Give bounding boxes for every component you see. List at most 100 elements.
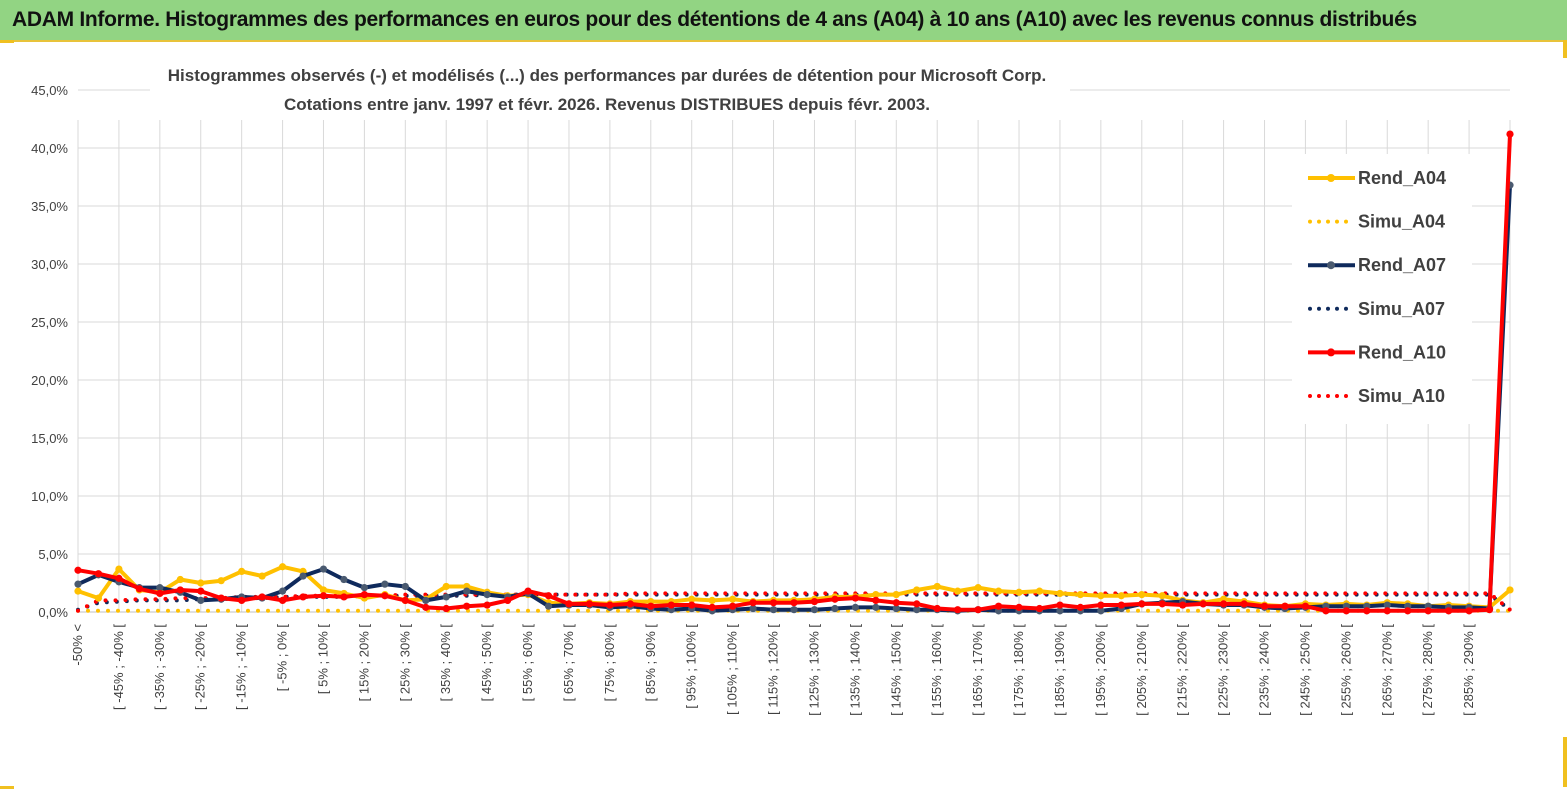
title-background xyxy=(150,56,1070,120)
series-point-rend-a10 xyxy=(94,570,103,578)
corner-mark-top-right xyxy=(1563,40,1567,58)
series-point-rend-a07 xyxy=(442,593,450,601)
series-point-rend-a10 xyxy=(729,602,737,610)
series-point-rend-a10 xyxy=(135,585,143,593)
series-point-rend-a10 xyxy=(504,596,512,605)
series-point-rend-a07 xyxy=(1097,607,1105,615)
series-point-rend-a07 xyxy=(319,565,328,573)
grid-lines xyxy=(77,89,1511,613)
x-tick-label: [ 235% ; 240% [ xyxy=(1257,624,1272,716)
series-point-rend-a10 xyxy=(1424,607,1432,615)
y-tick-label: 45,0% xyxy=(31,83,68,98)
legend-label-rend-a10: Rend_A10 xyxy=(1358,342,1446,362)
x-tick-label: [ -45% ; -40% [ xyxy=(111,624,126,710)
series-point-rend-a10 xyxy=(749,599,757,607)
series-point-rend-a10 xyxy=(790,599,798,607)
series-point-rend-a07 xyxy=(1383,601,1391,609)
series-point-rend-a10 xyxy=(197,587,205,595)
series-point-rend-a10 xyxy=(258,593,266,601)
series-point-rend-a10 xyxy=(442,604,450,613)
series-point-rend-a10 xyxy=(1383,607,1391,615)
x-tick-label: [ 175% ; 180% [ xyxy=(1011,624,1026,716)
series-point-rend-a04 xyxy=(1056,589,1064,598)
series-point-rend-a10 xyxy=(381,592,389,600)
x-tick-label: [ 15% ; 20% [ xyxy=(356,624,371,702)
x-tick-label: [ 225% ; 230% [ xyxy=(1216,624,1231,716)
series-point-rend-a07 xyxy=(197,596,205,605)
series-point-rend-a04 xyxy=(176,575,184,584)
series-point-rend-a10 xyxy=(565,600,573,608)
series-point-rend-a04 xyxy=(729,595,737,603)
x-tick-label: [ -15% ; -10% [ xyxy=(234,624,249,710)
series-point-rend-a04 xyxy=(278,563,287,571)
x-tick-label: [ 45% ; 50% [ xyxy=(479,624,494,702)
x-tick-label: [ 25% ; 30% [ xyxy=(397,624,412,702)
performance-histogram-chart: 0,0% 5,0% 10,0% 15,0% 20,0% 25,0% 30,0% 35,0% 40… xyxy=(31,56,1514,716)
series-point-rend-a04 xyxy=(1097,592,1105,600)
series-point-rend-a10 xyxy=(688,601,696,609)
series-point-rend-a07 xyxy=(1056,607,1064,615)
series-point-rend-a10 xyxy=(217,594,225,602)
legend-label-rend-a04: Rend_A04 xyxy=(1358,168,1446,188)
series-point-rend-a04 xyxy=(115,565,123,573)
series-point-rend-a07 xyxy=(340,575,348,584)
series-point-rend-a10 xyxy=(1179,601,1187,609)
series-point-rend-a10 xyxy=(1301,602,1310,610)
series-point-rend-a10 xyxy=(1015,603,1023,611)
series-point-rend-a07 xyxy=(913,606,921,614)
x-tick-label: [ 275% ; 280% [ xyxy=(1420,624,1435,716)
x-tick-label: [ 75% ; 80% [ xyxy=(602,624,617,702)
series-point-rend-a04 xyxy=(688,595,696,603)
x-tick-label: [ 185% ; 190% [ xyxy=(1052,624,1067,716)
legend: Rend_A04 Simu_A04 Rend_A07 Simu_A07 Rend_A10… xyxy=(1292,154,1472,424)
report-banner: ADAM Informe. Histogrammes des performan… xyxy=(0,0,1567,42)
series-point-rend-a04 xyxy=(442,582,450,591)
series-point-rend-a07 xyxy=(831,604,839,613)
series-point-rend-a04 xyxy=(1117,592,1125,600)
series-point-rend-a10 xyxy=(1199,600,1207,608)
series-point-rend-a10 xyxy=(1281,602,1289,610)
x-tick-label: [ 135% ; 140% [ xyxy=(847,624,862,716)
series-point-rend-a10 xyxy=(1322,607,1330,615)
series-point-rend-a10 xyxy=(299,593,307,601)
y-tick-label: 10,0% xyxy=(31,489,68,504)
x-tick-label: [ 205% ; 210% [ xyxy=(1134,624,1149,716)
series-point-rend-a10 xyxy=(872,596,880,605)
y-tick-label: 40,0% xyxy=(31,141,68,156)
series-point-rend-a07 xyxy=(463,587,471,595)
series-point-rend-a04 xyxy=(238,567,246,576)
x-axis: -50% < [ -45% ; -40% [[ -35% ; -30% [[ -2… xyxy=(70,611,1510,716)
series-point-rend-a07 xyxy=(483,591,491,599)
series-point-rend-a10 xyxy=(769,599,778,607)
series-point-rend-a10 xyxy=(1220,600,1228,608)
series-point-rend-a07 xyxy=(892,604,900,613)
series-point-rend-a07 xyxy=(872,603,880,611)
series-point-rend-a04 xyxy=(913,586,921,594)
series-point-rend-a10 xyxy=(1445,607,1453,615)
x-tick-label: [ 115% ; 120% [ xyxy=(766,624,781,715)
series-point-rend-a10 xyxy=(401,596,409,605)
series-point-rend-a10 xyxy=(524,587,532,595)
x-tick-label: [ 245% ; 250% [ xyxy=(1297,624,1312,716)
series-point-rend-a10 xyxy=(1097,601,1105,609)
series-point-rend-a07 xyxy=(381,580,389,588)
y-tick-label: 35,0% xyxy=(31,199,68,214)
series-point-rend-a04 xyxy=(1015,588,1023,596)
series-point-rend-a10 xyxy=(606,601,614,609)
series-point-rend-a07 xyxy=(749,604,757,613)
series-point-rend-a10 xyxy=(238,596,246,605)
series-point-rend-a04 xyxy=(1076,591,1084,599)
series-point-rend-a10 xyxy=(278,596,287,605)
series-point-rend-a04 xyxy=(954,587,962,595)
x-tick-label: [ 85% ; 90% [ xyxy=(643,624,658,702)
x-tick-label: [ 65% ; 70% [ xyxy=(561,624,576,702)
x-tick-label: [ 35% ; 40% [ xyxy=(438,624,453,702)
series-point-rend-a10 xyxy=(913,600,921,608)
y-tick-label: 25,0% xyxy=(31,315,68,330)
series-point-rend-a10 xyxy=(340,593,348,601)
series-point-rend-a10 xyxy=(483,601,491,609)
legend-label-rend-a07: Rend_A07 xyxy=(1358,255,1446,275)
y-tick-label: 20,0% xyxy=(31,373,68,388)
series-point-rend-a10 xyxy=(1240,600,1248,608)
series-point-rend-a10 xyxy=(708,603,716,611)
